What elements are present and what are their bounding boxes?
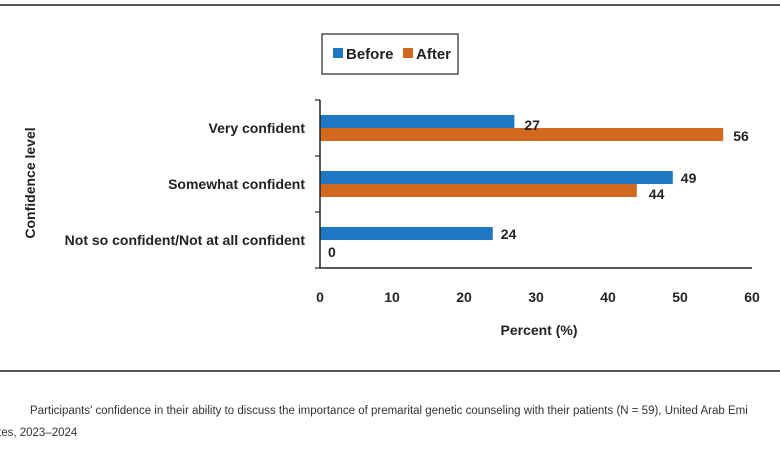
y-axis-title: Confidence level [22,127,38,238]
value-labels-layer: 27 56 49 44 24 0 [328,117,749,260]
x-tick-label-30: 30 [528,289,544,305]
x-tick-label-0: 0 [316,289,324,305]
value-label-before-not-so-confident-not-at-all-confident: 24 [501,226,517,242]
legend-swatch-after [403,48,413,58]
bar-before-somewhat-confident [320,171,673,184]
x-tick-label-20: 20 [456,289,472,305]
x-tick-label-40: 40 [600,289,616,305]
bar-after-very-confident [320,128,724,141]
x-tick-label-10: 10 [384,289,400,305]
legend-box [321,33,459,75]
value-label-after-very-confident: 56 [733,128,749,144]
value-label-before-very-confident: 27 [524,117,540,133]
legend-label-before: Before [346,46,394,63]
category-label-very-confident: Very confident [209,120,306,136]
value-label-after-not-so-confident-not-at-all-confident: 0 [328,244,336,260]
value-label-after-somewhat-confident: 44 [649,186,665,202]
legend: Before After [321,33,459,75]
x-axis-title: Percent (%) [500,322,577,338]
x-tick-label-60: 60 [744,289,760,305]
legend-swatch-before [333,48,343,58]
category-labels: Very confident Somewhat confident Not so… [65,120,306,248]
x-tick-label-50: 50 [672,289,688,305]
value-label-before-somewhat-confident: 49 [681,170,697,186]
legend-label-after: After [416,46,451,63]
axes-layer: 0 10 20 30 40 50 60 [315,99,760,305]
bars-layer [320,115,724,240]
category-label-somewhat-confident: Somewhat confident [168,176,305,192]
caption-line-2: tes, 2023–2024 [0,427,78,439]
figure-frame [0,4,780,372]
category-label-not-confident: Not so confident/Not at all confident [65,232,306,248]
bar-before-not-so-confident-not-at-all-confident [320,227,493,240]
bar-chart: Before After Very confident Somewhat con… [22,33,760,338]
bar-after-somewhat-confident [320,184,637,197]
bar-before-very-confident [320,115,515,128]
caption-line-1: Participants' confidence in their abilit… [30,405,748,417]
